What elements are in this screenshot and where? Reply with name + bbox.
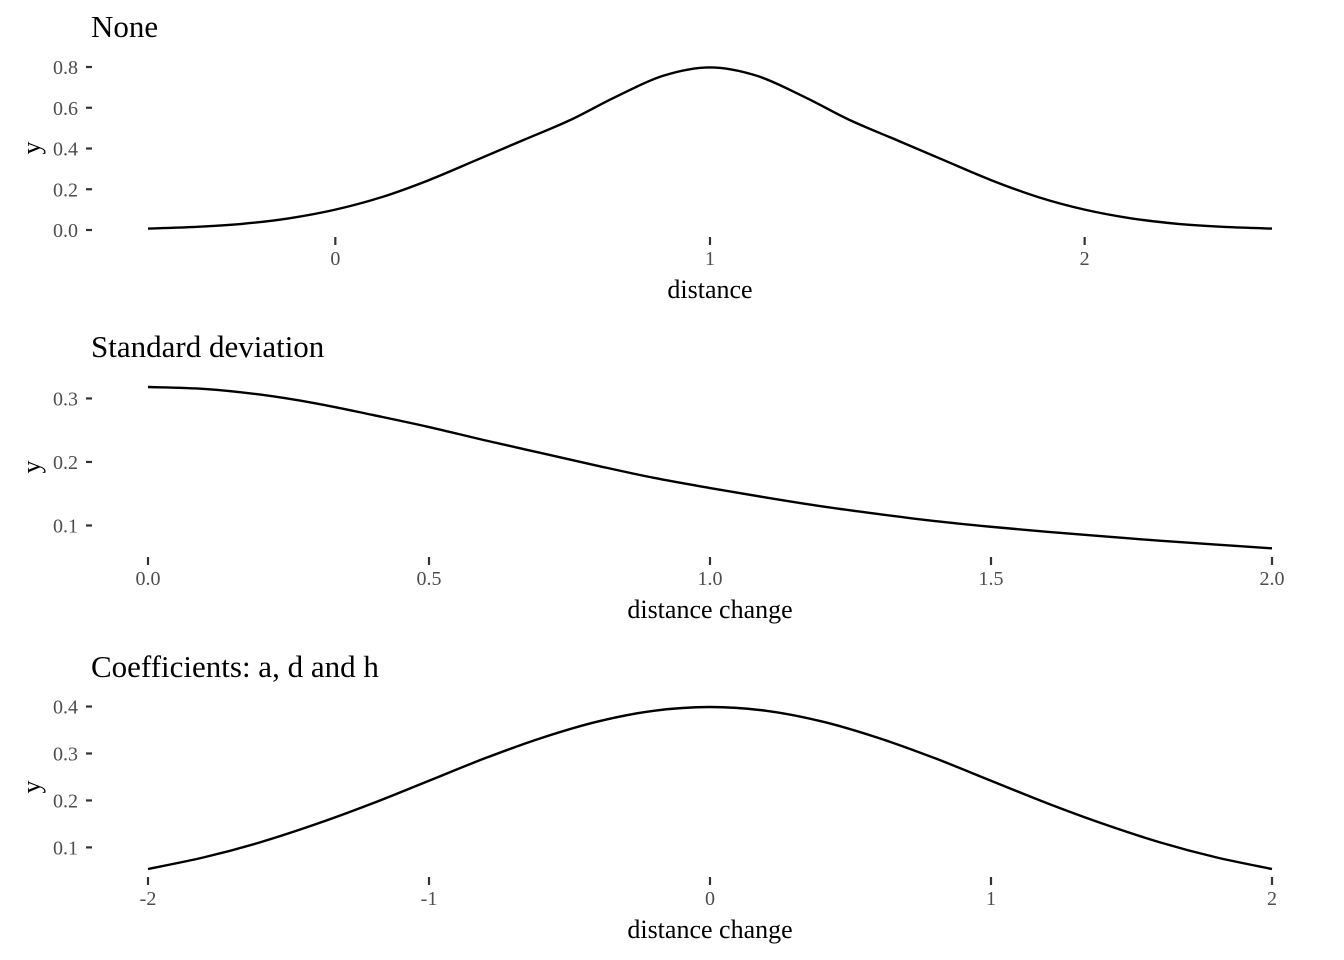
series-line bbox=[147, 705, 1273, 871]
y-tick-label: 0.0 bbox=[53, 220, 78, 242]
series-line bbox=[147, 385, 1273, 550]
y-axis-label: y bbox=[17, 142, 46, 155]
x-tick-label: -1 bbox=[421, 888, 438, 910]
series-line bbox=[147, 66, 1273, 230]
x-tick-label: 2.0 bbox=[1260, 568, 1285, 590]
y-axis-label: y bbox=[17, 781, 46, 794]
panel-none: None y distance 0.0 0.2 0.4 0.6 0.8 0 1 2 bbox=[17, 9, 1273, 304]
y-tick-label: 0.3 bbox=[53, 743, 78, 765]
x-tick-label: 0.5 bbox=[417, 568, 442, 590]
panel-standard-deviation: Standard deviation y distance change 0.1… bbox=[17, 329, 1285, 624]
y-tick-label: 0.1 bbox=[53, 515, 78, 537]
x-axis-label: distance change bbox=[627, 595, 792, 624]
y-tick-label: 0.2 bbox=[53, 452, 78, 474]
y-tick-label: 0.4 bbox=[53, 139, 78, 161]
y-tick-label: 0.3 bbox=[53, 388, 78, 410]
x-tick-label: 2 bbox=[1267, 888, 1277, 910]
y-tick-label: 0.4 bbox=[53, 697, 78, 719]
x-tick-label: 0.0 bbox=[136, 568, 161, 590]
y-tick-label: 0.2 bbox=[53, 179, 78, 201]
x-axis-label: distance bbox=[667, 275, 752, 304]
x-tick-label: 1 bbox=[986, 888, 996, 910]
y-tick-label: 0.1 bbox=[53, 837, 78, 859]
x-axis-label: distance change bbox=[627, 915, 792, 944]
panel-title: None bbox=[91, 9, 158, 44]
panel-title: Standard deviation bbox=[91, 329, 325, 364]
x-tick-label: 2 bbox=[1080, 248, 1090, 270]
y-tick-label: 0.8 bbox=[53, 57, 78, 79]
x-tick-label: -2 bbox=[140, 888, 157, 910]
x-tick-label: 0 bbox=[330, 248, 340, 270]
y-tick-label: 0.2 bbox=[53, 790, 78, 812]
x-tick-label: 1 bbox=[705, 248, 715, 270]
panel-coefficients: Coefficients: a, d and h y distance chan… bbox=[17, 649, 1277, 944]
x-tick-label: 1.0 bbox=[698, 568, 723, 590]
x-tick-label: 1.5 bbox=[979, 568, 1004, 590]
x-tick-label: 0 bbox=[705, 888, 715, 910]
y-tick-label: 0.6 bbox=[53, 98, 78, 120]
y-axis-label: y bbox=[17, 461, 46, 474]
panel-title: Coefficients: a, d and h bbox=[91, 649, 379, 684]
